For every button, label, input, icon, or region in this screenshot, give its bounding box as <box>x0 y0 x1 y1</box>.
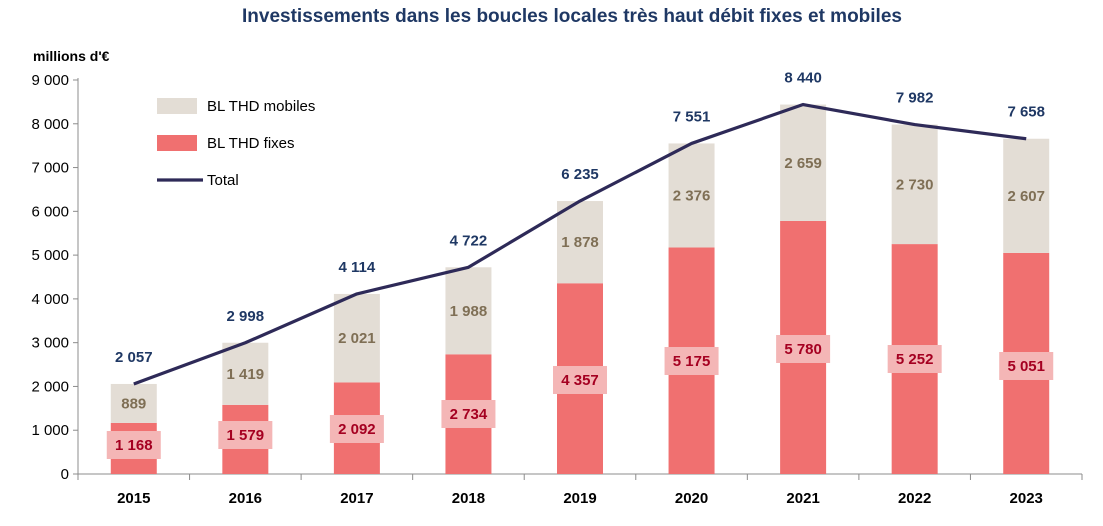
y-tick-label: 6 000 <box>31 203 69 220</box>
legend-label: BL THD mobiles <box>207 98 315 115</box>
bar-mobiles <box>1003 138 1050 253</box>
label-box-fixes <box>329 415 384 443</box>
y-tick-label: 9 000 <box>31 72 69 89</box>
x-tick-label: 2021 <box>786 490 819 507</box>
data-label-mobiles: 2 376 <box>673 187 711 204</box>
data-label-total: 6 235 <box>561 166 599 183</box>
label-box-fixes <box>776 335 831 363</box>
legend: BL THD mobiles BL THD fixes Total <box>157 98 315 189</box>
bars <box>110 104 1050 474</box>
data-label-total: 4 722 <box>450 232 488 249</box>
total-line <box>133 102 1027 386</box>
data-labels: 1 168 889 2 057 1 579 1 419 2 998 2 092 2 021 4 … <box>106 70 1054 459</box>
bar-mobiles <box>333 293 380 383</box>
data-label-mobiles: 1 878 <box>561 234 599 251</box>
y-tick-label: 8 000 <box>31 116 69 133</box>
data-label-fixes: 1 579 <box>227 427 265 444</box>
bar-mobiles <box>557 201 603 284</box>
data-label-fixes: 5 780 <box>784 341 822 358</box>
legend-label: BL THD fixes <box>207 135 295 152</box>
label-box-fixes <box>106 431 161 459</box>
data-label-total: 7 551 <box>673 108 711 125</box>
legend-swatch <box>157 135 197 151</box>
data-label-mobiles: 2 730 <box>896 176 934 193</box>
label-box-fixes <box>664 347 719 375</box>
data-label-fixes: 2 734 <box>450 406 488 423</box>
data-label-fixes: 5 252 <box>896 351 934 368</box>
label-box-fixes <box>553 366 607 394</box>
data-label-total: 4 114 <box>339 259 376 276</box>
y-tick-label: 4 000 <box>31 291 69 308</box>
x-tick-label: 2019 <box>563 490 596 507</box>
y-tick-label: 7 000 <box>31 160 69 177</box>
data-label-fixes: 1 168 <box>115 437 153 454</box>
label-box-fixes <box>441 400 496 428</box>
y-tick-label: 3 000 <box>31 335 69 352</box>
x-tick-label: 2022 <box>898 490 931 507</box>
y-tick-label: 1 000 <box>31 422 69 439</box>
bar-mobiles <box>445 267 492 355</box>
data-label-fixes: 2 092 <box>338 421 376 438</box>
data-label-total: 2 057 <box>115 349 153 366</box>
x-tick-label: 2017 <box>340 490 373 507</box>
data-label-total: 7 982 <box>896 90 934 107</box>
y-axis-unit-label: millions d'€ <box>33 48 110 64</box>
data-label-fixes: 5 175 <box>673 353 711 370</box>
y-tick-label: 0 <box>61 466 69 483</box>
data-label-mobiles: 2 607 <box>1007 188 1045 205</box>
label-box-fixes <box>887 345 942 373</box>
bar-mobiles <box>780 104 827 221</box>
chart-title: Investissements dans les boucles locales… <box>242 6 902 27</box>
data-label-total: 8 440 <box>784 70 822 87</box>
y-tick-label: 2 000 <box>31 378 69 395</box>
data-label-fixes: 4 357 <box>561 372 599 389</box>
data-label-mobiles: 1 988 <box>450 303 488 320</box>
legend-label: Total <box>207 172 239 189</box>
data-label-total: 2 998 <box>227 308 265 325</box>
x-tick-label: 2015 <box>117 490 150 507</box>
data-label-mobiles: 889 <box>121 395 146 412</box>
x-tick-label: 2016 <box>229 490 262 507</box>
bar-mobiles <box>222 342 269 405</box>
axes: 0 1 000 2 000 3 000 4 000 5 000 6 000 7 000 8 00… <box>31 72 1083 507</box>
x-tick-label: 2023 <box>1010 490 1043 507</box>
data-label-mobiles: 2 021 <box>338 330 376 347</box>
bar-mobiles <box>891 124 938 245</box>
x-tick-label: 2018 <box>452 490 485 507</box>
x-tick-label: 2020 <box>675 490 708 507</box>
legend-swatch <box>157 98 197 114</box>
data-label-mobiles: 1 419 <box>227 366 265 383</box>
bar-mobiles <box>110 383 157 423</box>
data-label-mobiles: 2 659 <box>784 155 822 172</box>
y-tick-label: 5 000 <box>31 247 69 264</box>
label-box-fixes <box>218 421 273 449</box>
bar-mobiles <box>668 143 715 248</box>
total-line-layer <box>133 102 1027 386</box>
label-box-fixes <box>999 352 1054 380</box>
data-label-total: 7 658 <box>1007 104 1045 121</box>
data-label-fixes: 5 051 <box>1007 358 1045 375</box>
